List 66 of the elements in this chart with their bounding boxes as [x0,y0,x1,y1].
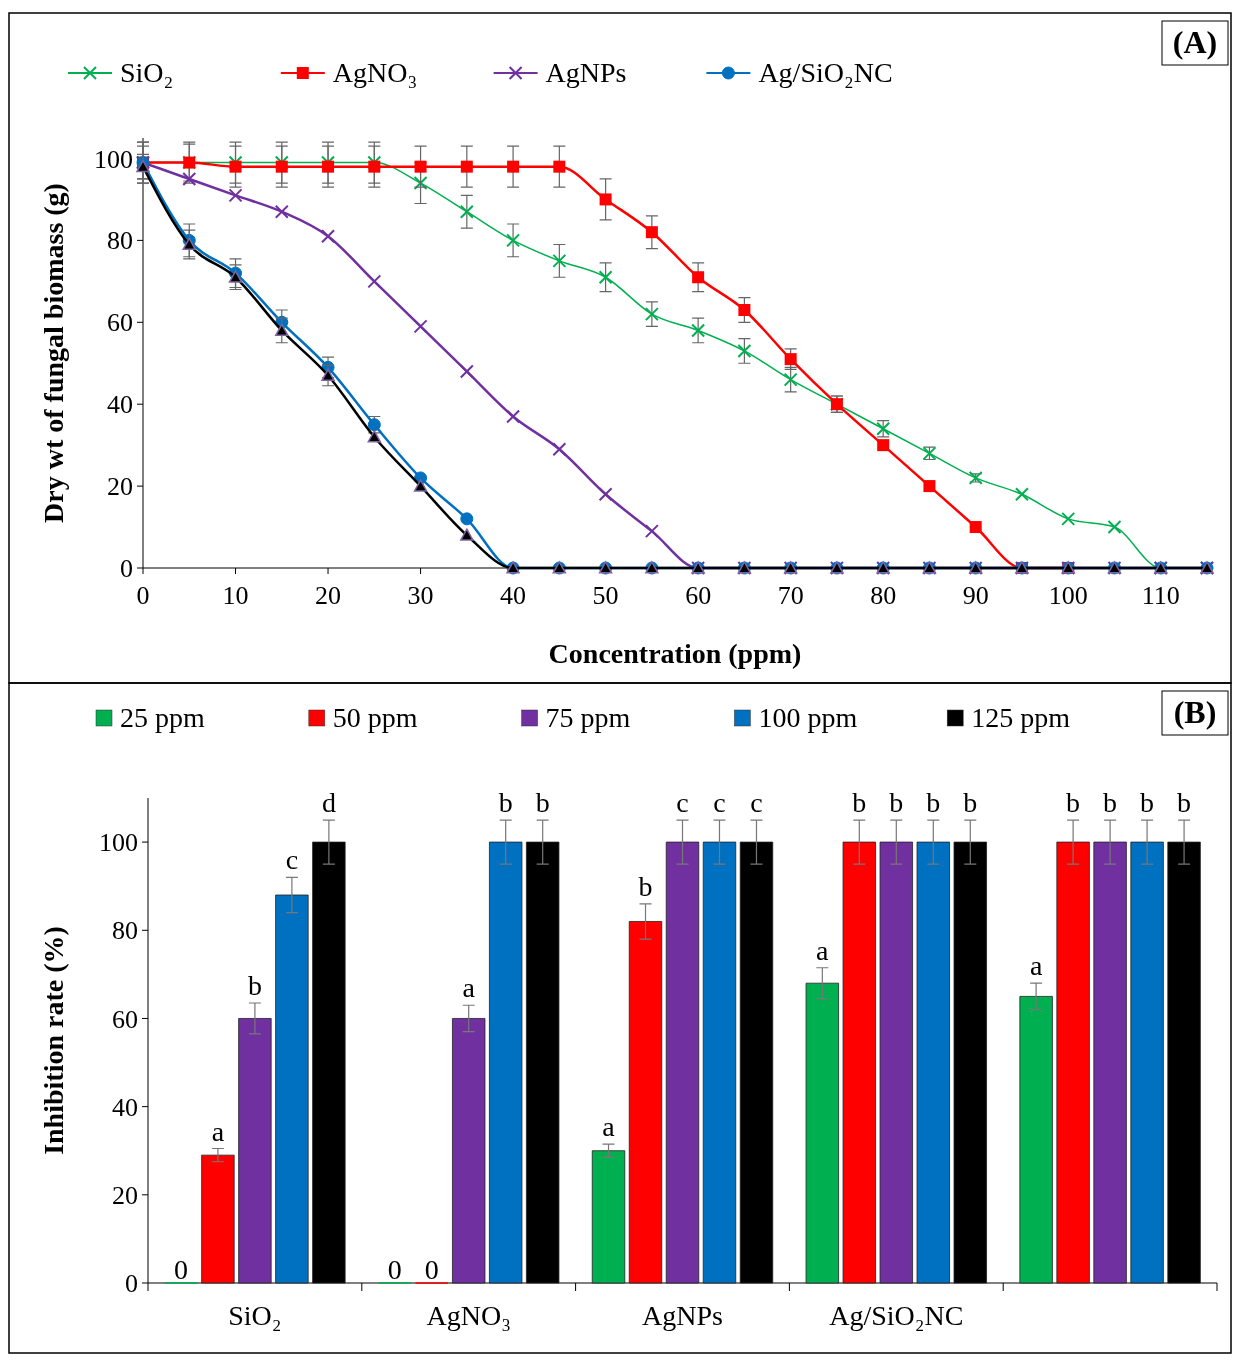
y-tick-label: 0 [120,554,133,584]
legend-label: 125 ppm [971,702,1071,733]
data-label: b [498,787,513,819]
x-tick-label: 40 [500,581,527,610]
data-label: b [926,787,941,819]
legend-label: AgNPs [545,57,627,88]
y-tick-label: 80 [107,226,133,256]
x-tick-label: 20 [315,581,342,610]
data-label: a [602,1111,616,1143]
y-tick-label: 20 [107,472,133,502]
legend-label: 75 ppm [545,702,631,733]
data-label: b [889,787,904,819]
x-axis-title: Concentration (ppm) [548,638,802,669]
data-label: a [462,972,476,1004]
x-tick-label: 90 [962,581,989,610]
data-label: b [1066,787,1081,819]
y-tick-label: 40 [112,1092,138,1122]
x-tick-label: 10 [222,581,249,610]
x-tick-label: 110 [1141,581,1180,610]
data-label: d [321,787,336,819]
data-label: b [638,870,653,902]
x-tick-label: AgNPs [642,1300,723,1331]
legend-label: SiO₂ [120,57,174,88]
y-tick-label: 100 [99,828,138,858]
data-label: b [852,787,867,819]
x-tick-label: AgNO₃ [426,1300,511,1331]
data-label: 0 [424,1254,439,1285]
data-label: b [1140,787,1155,819]
y-tick-label: 100 [94,144,133,174]
data-label: c [713,787,726,819]
y-tick-label: 60 [107,308,133,338]
text: (A) [1172,24,1218,60]
data-label: a [211,1115,225,1147]
data-label: c [750,787,763,819]
x-tick-label: 100 [1048,581,1088,610]
legend-label: 25 ppm [120,702,205,733]
y-tick-label: 60 [112,1004,138,1034]
legend-label: AgNO₃ [332,57,418,88]
x-tick-label: 30 [407,581,434,610]
y-tick-label: 0 [125,1269,138,1299]
y-tick-label: 80 [112,916,138,946]
data-label: b [247,970,262,1002]
x-tick-label: 80 [870,581,897,610]
legend-label: Ag/SiO₂NC [758,57,893,88]
data-label: c [285,844,299,876]
y-tick-label: 20 [112,1180,138,1210]
data-label: a [816,934,830,966]
x-tick-label: SiO₂ [228,1300,282,1331]
data-label: a [1029,950,1043,982]
data-label: c [676,787,689,819]
text: (B) [1173,694,1217,730]
data-label: b [963,787,978,819]
data-label: b [1103,787,1118,819]
y-axis-title: Inhibition rate (%) [38,926,69,1155]
x-tick-label: 70 [777,581,804,610]
y-tick-label: 40 [107,390,133,420]
y-axis-title: Dry wt of fungal biomass (g) [38,183,69,523]
x-tick-label: 50 [592,581,619,610]
data-label: b [535,787,550,819]
legend-label: 100 ppm [758,702,858,733]
x-tick-label: 60 [685,581,712,610]
data-label: 0 [173,1254,188,1285]
x-tick-label: Ag/SiO₂NC [829,1300,964,1331]
legend-label: 50 ppm [332,702,418,733]
data-label: 0 [387,1254,402,1285]
data-label: b [1177,787,1192,819]
